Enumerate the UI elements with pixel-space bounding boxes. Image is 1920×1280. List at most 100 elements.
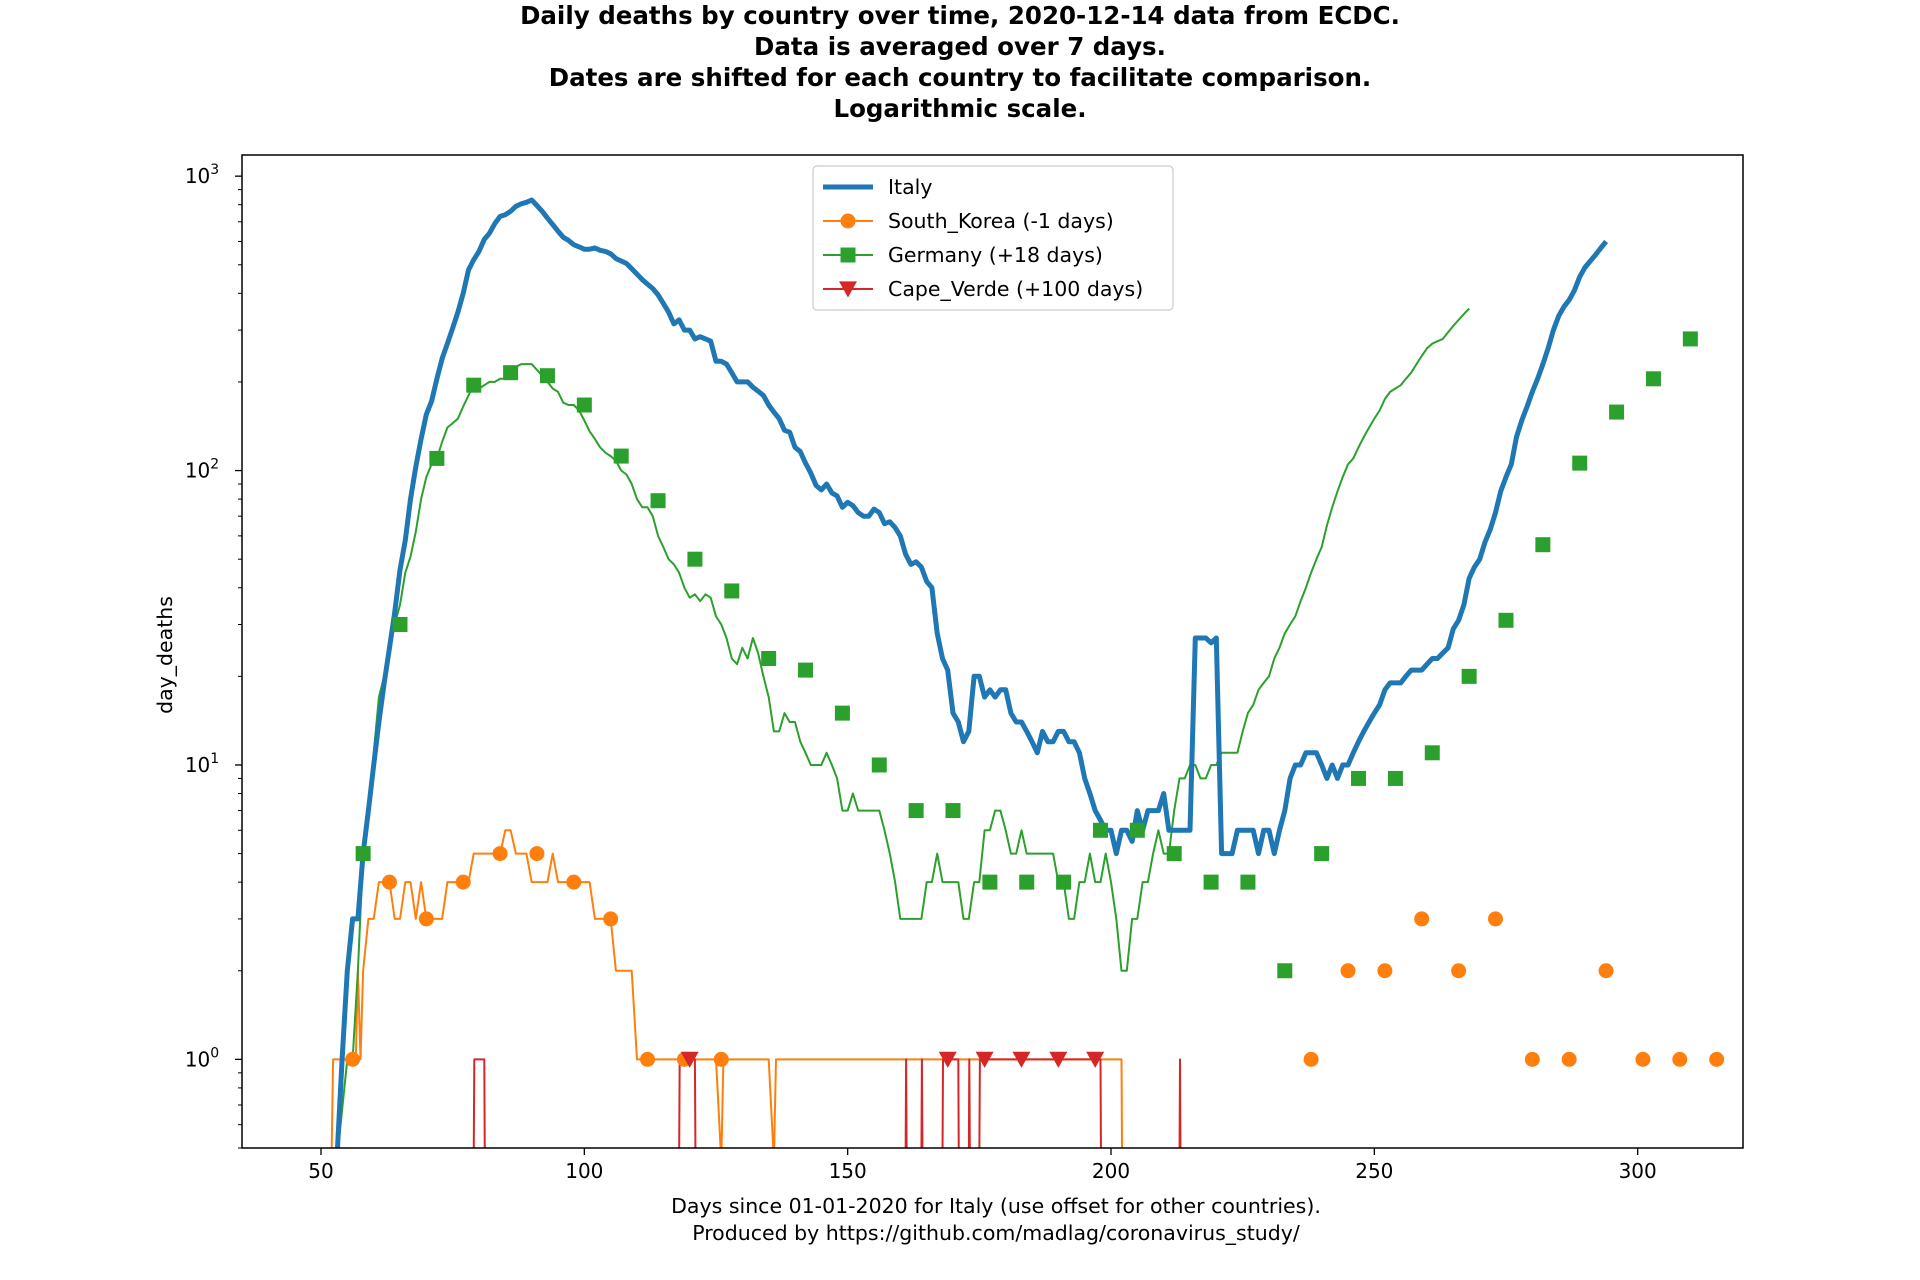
data-point-cape-verde-100-days: [1086, 1051, 1105, 1068]
data-point-south-korea-1-days: [603, 911, 619, 927]
data-point-germany-18-days: [1609, 404, 1625, 420]
data-point-germany-18-days: [908, 803, 924, 819]
data-point-south-korea-1-days: [1635, 1051, 1651, 1067]
legend-item-germany-18-days: Germany (+18 days): [823, 243, 1103, 267]
y-axis-label: day_deaths: [153, 596, 177, 714]
data-point-south-korea-1-days: [640, 1051, 656, 1067]
data-point-south-korea-1-days: [1709, 1051, 1725, 1067]
data-point-germany-18-days: [1498, 612, 1514, 628]
x-axis-label-line-1: Days since 01-01-2020 for Italy (use off…: [671, 1194, 1321, 1218]
data-point-germany-18-days: [503, 365, 519, 381]
data-point-germany-18-days: [834, 705, 850, 721]
x-tick-label: 150: [829, 1159, 867, 1183]
x-axis-label-line-2: Produced by https://github.com/madlag/co…: [692, 1221, 1300, 1245]
data-point-south-korea-1-days: [381, 874, 397, 890]
data-point-germany-18-days: [945, 803, 961, 819]
legend: Italy South_Korea (-1 days) Germany (+18 d…: [812, 165, 1174, 311]
y-tick-label: 101: [185, 751, 219, 777]
data-point-south-korea-1-days: [455, 874, 471, 890]
data-point-germany-18-days: [1572, 455, 1588, 471]
markers-cape-verde-100-days: [680, 1051, 1105, 1068]
x-axis-label: Days since 01-01-2020 for Italy (use off…: [0, 1193, 1920, 1247]
series-line-germany-18-days: [337, 307, 1470, 1148]
markers-germany-18-days: [355, 331, 1698, 979]
data-point-south-korea-1-days: [1672, 1051, 1688, 1067]
data-point-germany-18-days: [650, 493, 666, 509]
legend-label: Italy: [888, 175, 932, 199]
data-point-germany-18-days: [576, 397, 592, 413]
legend-marker: [840, 213, 856, 229]
legend-marker: [839, 281, 857, 298]
data-point-germany-18-days: [1535, 537, 1551, 553]
x-axis: 50 100 150 200 250 300: [308, 1148, 1657, 1183]
title-line-4: Logarithmic scale.: [833, 94, 1087, 123]
data-point-germany-18-days: [466, 377, 482, 393]
data-point-germany-18-days: [1203, 874, 1219, 890]
data-point-germany-18-days: [539, 368, 555, 384]
data-point-south-korea-1-days: [566, 874, 582, 890]
data-point-germany-18-days: [871, 757, 887, 773]
data-point-south-korea-1-days: [1487, 911, 1503, 927]
data-point-south-korea-1-days: [345, 1051, 361, 1067]
data-point-cape-verde-100-days: [1012, 1051, 1031, 1068]
data-point-cape-verde-100-days: [938, 1051, 957, 1068]
data-point-germany-18-days: [1056, 874, 1072, 890]
data-point-germany-18-days: [355, 846, 371, 862]
data-point-south-korea-1-days: [1451, 963, 1467, 979]
data-point-south-korea-1-days: [492, 846, 508, 862]
data-point-germany-18-days: [724, 583, 740, 599]
data-point-germany-18-days: [1240, 874, 1256, 890]
data-point-germany-18-days: [1314, 846, 1330, 862]
x-tick-label: 250: [1355, 1159, 1393, 1183]
data-point-germany-18-days: [687, 551, 703, 567]
series-layer: [330, 197, 1725, 1148]
data-point-south-korea-1-days: [1303, 1051, 1319, 1067]
data-point-south-korea-1-days: [713, 1051, 729, 1067]
data-point-germany-18-days: [1166, 846, 1182, 862]
data-point-germany-18-days: [392, 617, 408, 633]
data-point-south-korea-1-days: [1598, 963, 1614, 979]
data-point-germany-18-days: [1277, 963, 1293, 979]
y-tick-label: 100: [185, 1045, 219, 1071]
series-line-italy: [334, 197, 1609, 1148]
data-point-germany-18-days: [1019, 874, 1035, 890]
data-point-germany-18-days: [1387, 770, 1403, 786]
data-point-south-korea-1-days: [1414, 911, 1430, 927]
data-point-germany-18-days: [1092, 822, 1108, 838]
data-point-germany-18-days: [1461, 668, 1477, 684]
data-point-germany-18-days: [761, 650, 777, 666]
legend-label: Cape_Verde (+100 days): [888, 277, 1143, 302]
plot-area-frame: [241, 154, 1744, 1149]
series-line-cape-verde-100-days: [472, 1058, 1182, 1148]
legend-item-cape-verde-100-days: Cape_Verde (+100 days): [823, 277, 1143, 302]
data-point-germany-18-days: [1424, 745, 1440, 761]
data-point-germany-18-days: [982, 874, 998, 890]
data-point-cape-verde-100-days: [1049, 1051, 1068, 1068]
data-point-south-korea-1-days: [1524, 1051, 1540, 1067]
data-point-germany-18-days: [429, 450, 445, 466]
data-point-south-korea-1-days: [1377, 963, 1393, 979]
x-tick-label: 100: [565, 1159, 603, 1183]
data-point-south-korea-1-days: [1561, 1051, 1577, 1067]
data-point-germany-18-days: [1351, 770, 1367, 786]
title-line-1: Daily deaths by country over time, 2020-…: [520, 1, 1400, 30]
x-tick-label: 300: [1619, 1159, 1657, 1183]
y-tick-label: 103: [185, 162, 219, 188]
legend-label: South_Korea (-1 days): [888, 209, 1114, 234]
data-point-south-korea-1-days: [529, 846, 545, 862]
legend-label: Germany (+18 days): [888, 243, 1103, 267]
series-line-south-korea-1-days: [330, 829, 1124, 1148]
data-point-cape-verde-100-days: [975, 1051, 994, 1068]
markers-south-korea-1-days: [345, 846, 1725, 1067]
data-point-cape-verde-100-days: [680, 1051, 699, 1068]
legend-item-south-korea-1-days: South_Korea (-1 days): [823, 209, 1114, 234]
data-point-germany-18-days: [1682, 331, 1698, 347]
data-point-germany-18-days: [1129, 822, 1145, 838]
data-point-germany-18-days: [613, 448, 629, 464]
data-point-south-korea-1-days: [1340, 963, 1356, 979]
legend-box: [812, 165, 1174, 311]
y-axis: 100 101 102 103: [185, 162, 242, 1149]
title-line-3: Dates are shifted for each country to fa…: [548, 63, 1372, 92]
x-tick-label: 200: [1092, 1159, 1130, 1183]
